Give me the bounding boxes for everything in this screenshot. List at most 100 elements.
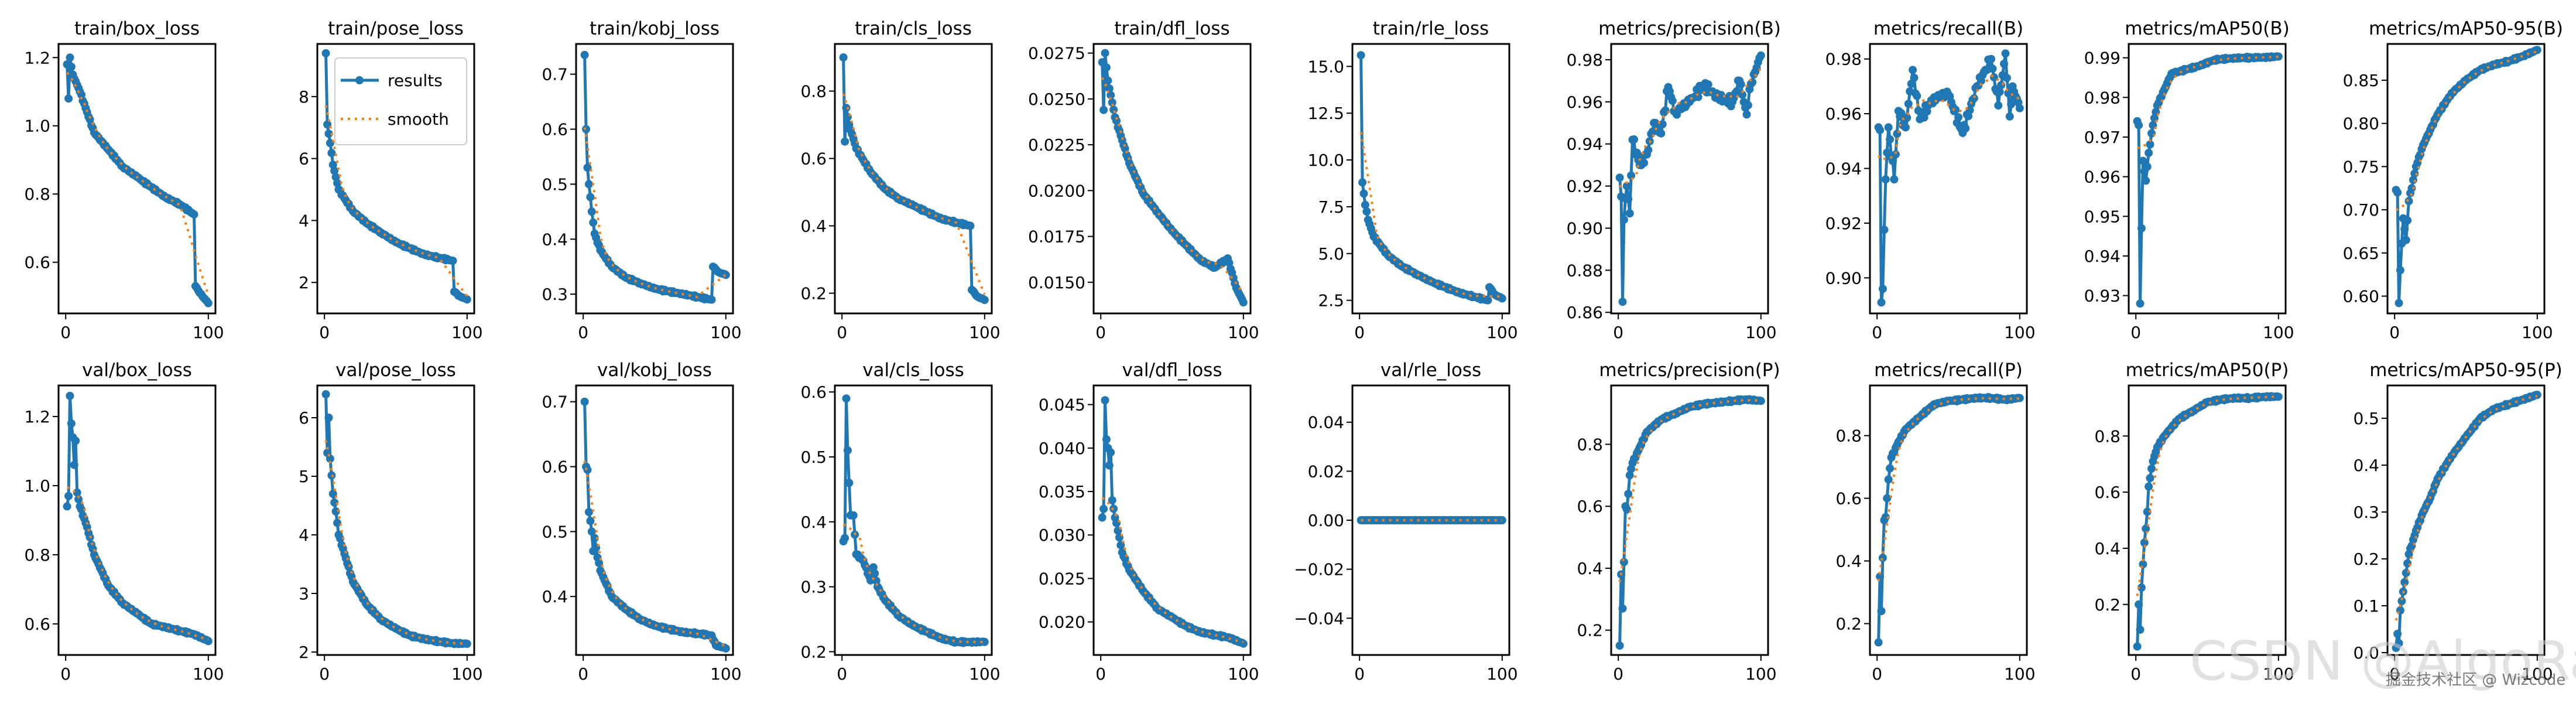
results-point — [2135, 121, 2143, 129]
results-point — [324, 129, 333, 138]
results-point — [1694, 93, 1703, 101]
y-tick-label: 10.0 — [1308, 151, 1344, 170]
x-tick-label: 100 — [2263, 664, 2294, 684]
y-tick-label: 0.4 — [2094, 539, 2121, 558]
results-point — [1239, 639, 1248, 648]
results-point — [842, 394, 851, 403]
y-tick-label: 0.02 — [1308, 462, 1344, 481]
results-point — [2015, 394, 2024, 402]
results-point — [2402, 569, 2410, 577]
y-tick-label: 0.5 — [542, 175, 568, 194]
results-point — [2274, 52, 2283, 61]
x-tick-label: 0 — [837, 664, 847, 684]
axes-frame — [834, 384, 993, 656]
results-point — [1880, 226, 1889, 234]
results-point — [580, 397, 589, 406]
y-tick-label: 0.98 — [1825, 50, 1862, 69]
subplot-title: metrics/mAP50(P) — [2126, 360, 2289, 381]
legend-smooth-label: smooth — [388, 110, 449, 129]
results-point — [2145, 482, 2153, 491]
axes-frame — [575, 384, 734, 656]
x-tick-label: 100 — [1745, 323, 1776, 342]
results-point — [1102, 435, 1111, 443]
subplot-train-pose-loss: train/pose_loss 2 4 6 8 0 100 results smooth — [299, 18, 482, 342]
subplot-title: train/box_loss — [74, 18, 200, 39]
results-point — [1361, 200, 1369, 209]
results-point — [2410, 169, 2419, 178]
y-tick-label: 0.2 — [800, 642, 827, 661]
smooth-line — [67, 486, 209, 641]
y-tick-label: 2.5 — [1318, 291, 1344, 310]
x-tick-label: 0 — [2130, 664, 2141, 684]
results-point — [70, 460, 78, 469]
x-tick-label: 0 — [319, 664, 330, 684]
results-point — [2393, 188, 2402, 197]
results-point — [1668, 97, 1677, 105]
y-tick-label: 0.3 — [2353, 503, 2379, 522]
results-point — [1884, 475, 1893, 484]
legend-results-marker — [355, 76, 364, 84]
y-tick-label: 0.0250 — [1028, 90, 1085, 109]
results-point — [1099, 504, 1108, 513]
y-tick-label: 0.00 — [1308, 511, 1344, 530]
y-tick-label: 0.93 — [2084, 286, 2121, 306]
results-point — [583, 163, 592, 172]
results-point — [324, 414, 333, 422]
legend: results smooth — [334, 57, 467, 145]
results-point — [463, 295, 471, 304]
y-tick-label: 0.6 — [1835, 489, 1862, 509]
results-point — [2395, 299, 2403, 308]
subplot-metrics-map50-95-b-: metrics/mAP50-95(B) 0.60 0.65 0.70 0.75 0.80 0… — [2343, 18, 2563, 342]
results-point — [839, 53, 848, 62]
results-point — [71, 436, 80, 445]
results-point — [74, 495, 83, 504]
results-point — [1884, 123, 1893, 132]
results-point — [1704, 80, 1712, 89]
subplot-title: metrics/mAP50(B) — [2125, 18, 2289, 39]
results-point — [1889, 156, 1897, 165]
results-point — [2400, 578, 2409, 586]
results-point — [2400, 225, 2409, 233]
subplot-title: metrics/precision(B) — [1598, 18, 1781, 39]
results-point — [2146, 140, 2154, 149]
results-point — [980, 637, 989, 646]
results-line — [1359, 55, 1503, 302]
axes-frame — [1869, 43, 2028, 315]
results-point — [321, 49, 330, 57]
x-tick-label: 100 — [193, 323, 224, 342]
results-point — [1358, 178, 1367, 187]
y-tick-label: 0.2 — [2094, 595, 2121, 615]
results-point — [1756, 51, 1765, 60]
y-tick-label: 1.2 — [24, 407, 50, 426]
watermark-juejin: 掘金技术社区 @ Wizcode — [2386, 671, 2566, 689]
results-point — [1878, 285, 1887, 293]
results-point — [1878, 554, 1887, 562]
y-tick-label: 0.6 — [24, 253, 50, 272]
results-point — [1644, 146, 1653, 154]
y-tick-label: 0.92 — [1825, 214, 1862, 233]
smooth-line — [1359, 132, 1502, 298]
results-point — [1101, 396, 1109, 405]
x-tick-label: 0 — [1095, 664, 1106, 684]
results-point — [1961, 124, 1970, 133]
results-point — [2143, 162, 2152, 171]
y-tick-label: 0.6 — [24, 615, 50, 634]
results-point — [1987, 54, 1996, 63]
y-tick-label: 0.6 — [542, 120, 568, 139]
y-tick-label: 3 — [299, 584, 309, 603]
y-tick-label: 0.3 — [800, 578, 827, 597]
subplot-metrics-precision-p-: metrics/precision(P) 0.2 0.4 0.6 0.8 0 100 — [1577, 360, 1780, 684]
y-tick-label: −0.02 — [1294, 560, 1344, 579]
results-point — [1886, 135, 1895, 144]
results-point — [1881, 513, 1890, 521]
y-tick-label: 0.1 — [2353, 596, 2379, 616]
results-point — [2143, 507, 2152, 516]
x-tick-label: 0 — [2389, 664, 2400, 684]
results-point — [1624, 490, 1633, 499]
subplot-metrics-map50-p-: metrics/mAP50(P) 0.2 0.4 0.6 0.8 0 100 — [2094, 360, 2294, 684]
results-point — [1121, 144, 1129, 153]
smooth-line — [66, 71, 210, 296]
y-tick-label: 5 — [299, 467, 309, 486]
results-point — [584, 180, 593, 189]
results-point — [1909, 66, 1917, 74]
